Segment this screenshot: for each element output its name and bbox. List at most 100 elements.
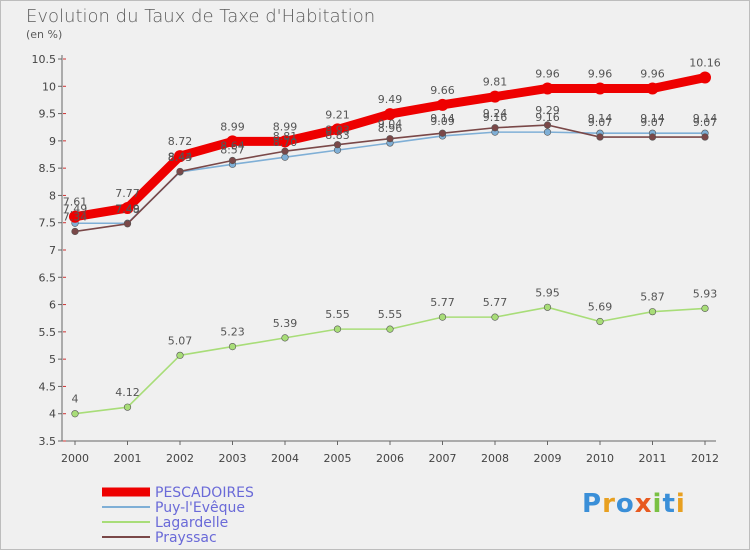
data-label-0: 9.21 [325, 108, 350, 121]
data-label-0: 8.99 [220, 120, 245, 133]
data-point-0 [646, 82, 659, 95]
y-tick-label: 9 [49, 135, 56, 148]
data-label-1: 8.57 [220, 143, 245, 156]
data-point-3 [123, 220, 132, 228]
y-tick-label: 5 [49, 353, 56, 366]
data-point-3 [596, 133, 604, 141]
data-point-3 [438, 129, 447, 137]
data-point-1 [543, 128, 552, 136]
x-tick-label: 2003 [219, 452, 247, 465]
data-label-1: 7.49 [63, 202, 88, 215]
data-label-0: 9.66 [430, 84, 455, 97]
data-label-2: 4.12 [115, 386, 140, 399]
data-label-2: 5.55 [378, 308, 403, 321]
data-label-1: 9.14 [693, 112, 718, 125]
y-tick-label: 4.5 [39, 380, 57, 393]
data-point-2 [543, 303, 552, 311]
y-tick-label: 9.5 [39, 108, 57, 121]
x-tick-label: 2012 [691, 452, 719, 465]
data-point-2 [438, 313, 447, 321]
data-label-0: 9.49 [378, 93, 403, 106]
data-point-3 [386, 135, 394, 143]
legend-label-0: PESCADOIRES [155, 485, 254, 501]
logo-letter: r [602, 489, 616, 519]
y-tick-label: 6.5 [39, 271, 57, 284]
y-tick-label: 8 [49, 189, 56, 202]
data-point-2 [71, 410, 79, 418]
data-label-0: 9.96 [588, 67, 613, 80]
y-tick-label: 3.5 [39, 435, 57, 448]
data-label-3: 8.93 [325, 124, 350, 137]
data-point-3 [176, 167, 184, 176]
data-point-0 [594, 82, 606, 95]
data-point-0 [174, 150, 186, 163]
data-label-0: 10.16 [689, 57, 721, 70]
legend-label-1: Puy-l'Evêque [155, 500, 245, 516]
y-tick-label: 7.5 [39, 217, 57, 230]
data-label-2: 5.69 [588, 300, 613, 313]
data-point-2 [701, 304, 709, 312]
y-tick-label: 5.5 [39, 326, 57, 339]
data-point-2 [228, 342, 237, 351]
data-point-0 [121, 201, 134, 214]
data-label-3: 8.81 [273, 130, 298, 143]
data-label-0: 7.77 [115, 187, 140, 200]
data-label-0: 9.96 [640, 67, 665, 80]
data-label-2: 5.77 [483, 296, 508, 309]
data-label-3: 8.64 [220, 140, 245, 153]
x-tick-label: 2001 [114, 452, 142, 465]
data-point-2 [333, 325, 342, 333]
data-point-0 [489, 90, 501, 103]
x-tick-label: 2007 [429, 452, 457, 465]
logo-letter: o [615, 489, 635, 519]
y-tick-label: 4 [49, 408, 56, 421]
data-label-3: 9.07 [693, 116, 718, 129]
data-label-2: 5.55 [325, 308, 350, 321]
data-label-2: 5.07 [168, 334, 193, 347]
data-point-3 [71, 227, 79, 236]
x-tick-label: 2006 [376, 452, 404, 465]
logo-letter: i [675, 489, 686, 519]
data-label-3: 9.04 [378, 118, 403, 131]
data-point-0 [541, 82, 554, 95]
data-point-2 [648, 308, 657, 316]
data-point-0 [699, 71, 711, 84]
y-tick-label: 10 [42, 80, 56, 93]
data-label-3: 9.24 [483, 107, 508, 120]
y-tick-label: 8.5 [39, 162, 57, 175]
chart-title: Evolution du Taux de Taxe d'Habitation [26, 6, 376, 27]
data-label-2: 5.95 [535, 286, 560, 299]
data-label-3: 9.07 [588, 116, 613, 129]
proxiti-logo: Proxiti [582, 489, 686, 519]
logo-letter: i [652, 489, 663, 519]
data-point-2 [176, 351, 184, 359]
data-point-3 [543, 121, 552, 129]
data-label-2: 5.77 [430, 296, 455, 309]
logo-letter: t [662, 489, 676, 519]
logo-letter: x [634, 489, 653, 519]
data-label-3: 9.29 [535, 104, 560, 117]
data-label-2: 5.93 [693, 287, 718, 300]
data-point-0 [69, 210, 81, 223]
data-point-3 [701, 133, 709, 141]
data-label-0: 9.96 [535, 67, 560, 80]
data-label-1: 9.14 [640, 112, 665, 125]
data-label-1: 7.49 [115, 202, 140, 215]
x-tick-label: 2002 [166, 452, 194, 465]
data-label-0: 9.81 [483, 76, 508, 89]
data-label-0: 8.99 [273, 120, 298, 133]
data-point-0 [226, 135, 239, 148]
legend-label-3: Prayssac [155, 530, 217, 546]
data-label-1: 9.16 [483, 111, 508, 124]
x-tick-label: 2011 [639, 452, 667, 465]
series-line-2 [74, 306, 706, 415]
data-point-2 [491, 313, 499, 321]
data-label-1: 8.43 [168, 151, 193, 164]
legend-label-2: Lagardelle [155, 515, 228, 531]
data-point-0 [331, 123, 344, 136]
data-point-2 [123, 403, 132, 411]
y-tick-label: 6 [49, 299, 56, 312]
data-label-2: 5.39 [273, 317, 298, 330]
chart-subtitle: (en %) [26, 28, 63, 41]
